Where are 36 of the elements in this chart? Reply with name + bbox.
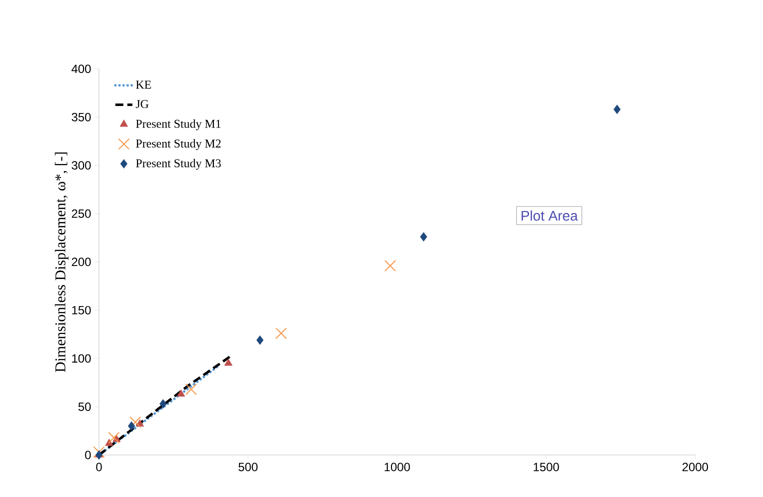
point (160, 399, 167, 409)
point (93, 446, 105, 458)
x-tick-label: 0 (96, 462, 102, 472)
point (108, 432, 120, 444)
y-tick-label: 50 (78, 402, 91, 411)
legend-label: Present Study M2 (136, 139, 221, 150)
x-tick-label: 2000 (682, 462, 708, 472)
y-tick-label: 350 (72, 112, 91, 122)
y-tick-label: 250 (72, 209, 91, 218)
x-tick-label: 1000 (384, 462, 410, 472)
legend-label: Present Study M1 (136, 119, 221, 130)
point (95, 450, 103, 460)
point (130, 416, 142, 428)
point (420, 232, 428, 242)
x-tick-label: 500 (238, 462, 258, 472)
y-tick-label: 300 (72, 161, 91, 170)
y-tick-label: 150 (72, 306, 91, 314)
point (176, 389, 186, 397)
point (185, 384, 197, 396)
point (105, 438, 114, 446)
point (614, 104, 621, 114)
y-tick-label: 0 (85, 450, 91, 460)
annotation: Plot Area (522, 210, 578, 221)
point (256, 335, 264, 345)
legend-label: Present Study M3 (136, 158, 221, 170)
point (128, 421, 136, 431)
y-tick-label: 200 (72, 258, 91, 266)
point (224, 358, 232, 366)
x-tick-label: 1500 (534, 462, 559, 472)
point (275, 328, 287, 340)
point (384, 260, 396, 272)
y-axis-title: Dimensionless Displacement, ω*, [-] (54, 152, 68, 372)
y-tick-label: 100 (72, 354, 91, 363)
legend-label: KE (136, 80, 151, 89)
legend-label: JG (136, 100, 149, 108)
y-tick-label: 400 (72, 64, 91, 74)
